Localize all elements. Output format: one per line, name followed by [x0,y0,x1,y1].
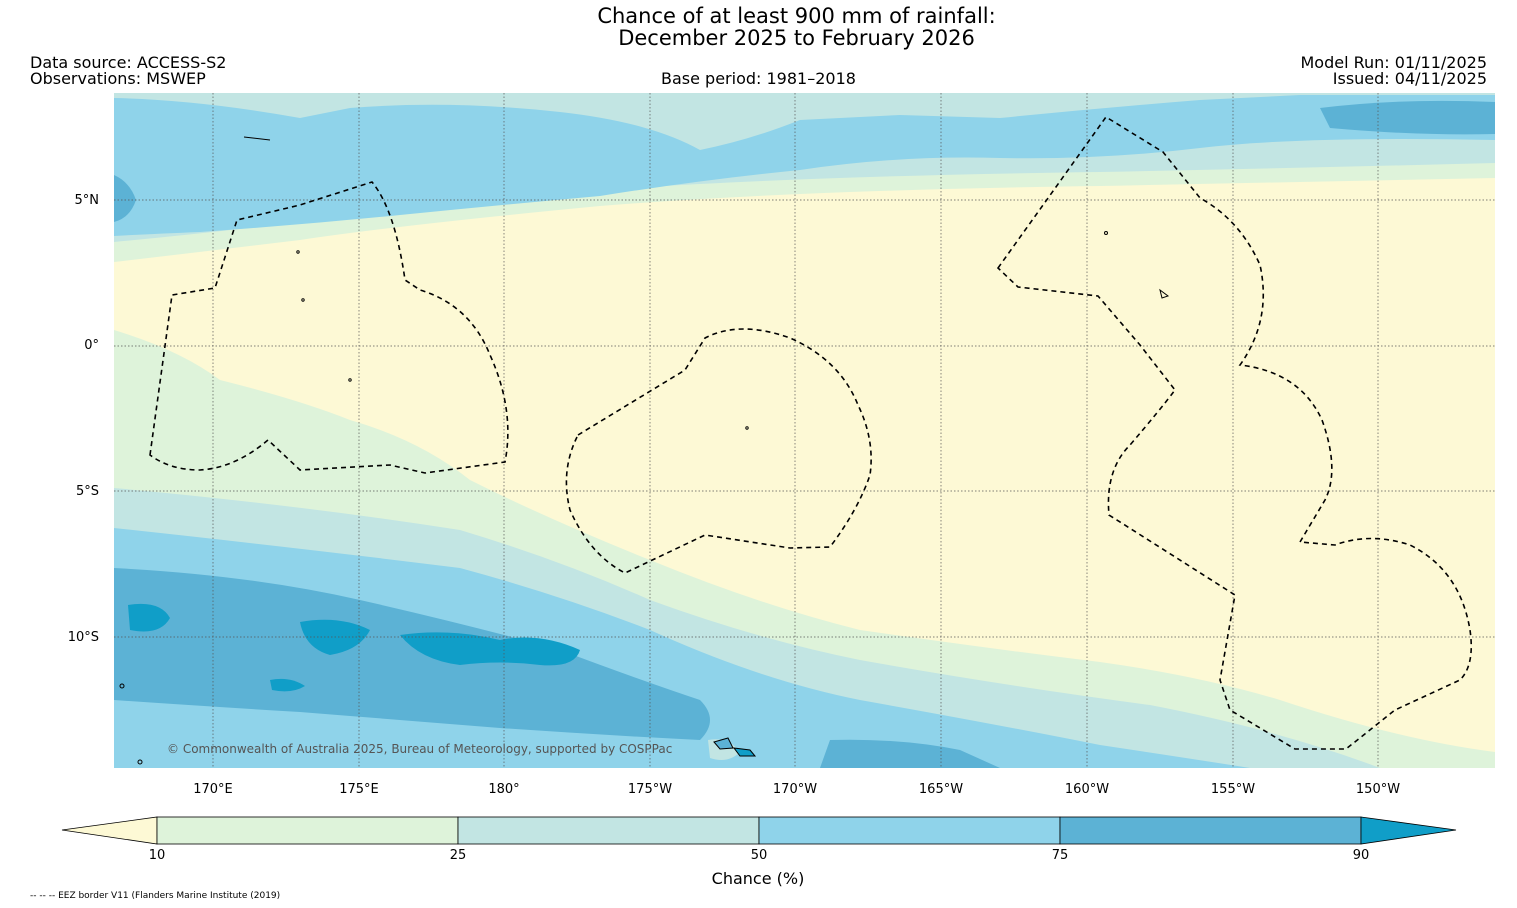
eez-border-east [996,115,1473,750]
eez-footnote: -- -- -- EEZ border V11 (Flanders Marine… [30,891,281,901]
eez-border-west [149,181,509,474]
colorbar-title: Chance (%) [711,869,805,888]
lon-tick-175w: 175°W [627,782,673,797]
copyright-notice: © Commonwealth of Australia 2025, Bureau… [167,742,673,756]
graticule [114,93,1495,768]
colorbar-75-90 [1059,816,1362,845]
lon-tick-180: 180° [488,782,520,797]
colorbar-10-25 [156,816,459,845]
colorbar-50-75 [758,816,1061,845]
lat-tick-5n: 5°N [74,193,100,208]
colorbar-label-25: 25 [449,848,467,863]
data-source-label: Data source: ACCESS-S2 [30,53,227,72]
issued-label: Issued: 04/11/2025 [1332,69,1487,88]
map-title-line2: December 2025 to February 2026 [618,26,975,50]
lat-tick-10s: 10°S [67,630,99,645]
colorbar-label-90: 90 [1352,848,1370,863]
base-period-label: Base period: 1981–2018 [661,69,856,88]
lon-tick-155w: 155°W [1210,782,1256,797]
map-shading [114,93,1495,768]
colorbar-25-50 [457,816,760,845]
colorbar-above-max [1360,816,1457,845]
lat-tick-5s: 5°S [75,484,99,499]
eez-border-central [565,328,872,574]
lon-tick-175e: 175°E [339,782,379,797]
lon-tick-150w: 150°W [1355,782,1401,797]
observations-label: Observations: MSWEP [30,69,206,88]
lon-tick-160w: 160°W [1064,782,1110,797]
colorbar-below-min [61,816,158,845]
model-run-label: Model Run: 01/11/2025 [1300,53,1488,72]
island-outlines [119,136,1170,765]
colorbar-label-50: 50 [750,848,768,863]
colorbar [61,816,1457,845]
map-title-line1: Chance of at least 900 mm of rainfall: [597,4,996,28]
lon-tick-165w: 165°W [918,782,964,797]
lat-tick-0: 0° [84,338,99,353]
colorbar-label-75: 75 [1051,848,1069,863]
colorbar-label-10: 10 [148,848,166,863]
lon-tick-170w: 170°W [772,782,818,797]
lon-tick-170e: 170°E [193,782,233,797]
